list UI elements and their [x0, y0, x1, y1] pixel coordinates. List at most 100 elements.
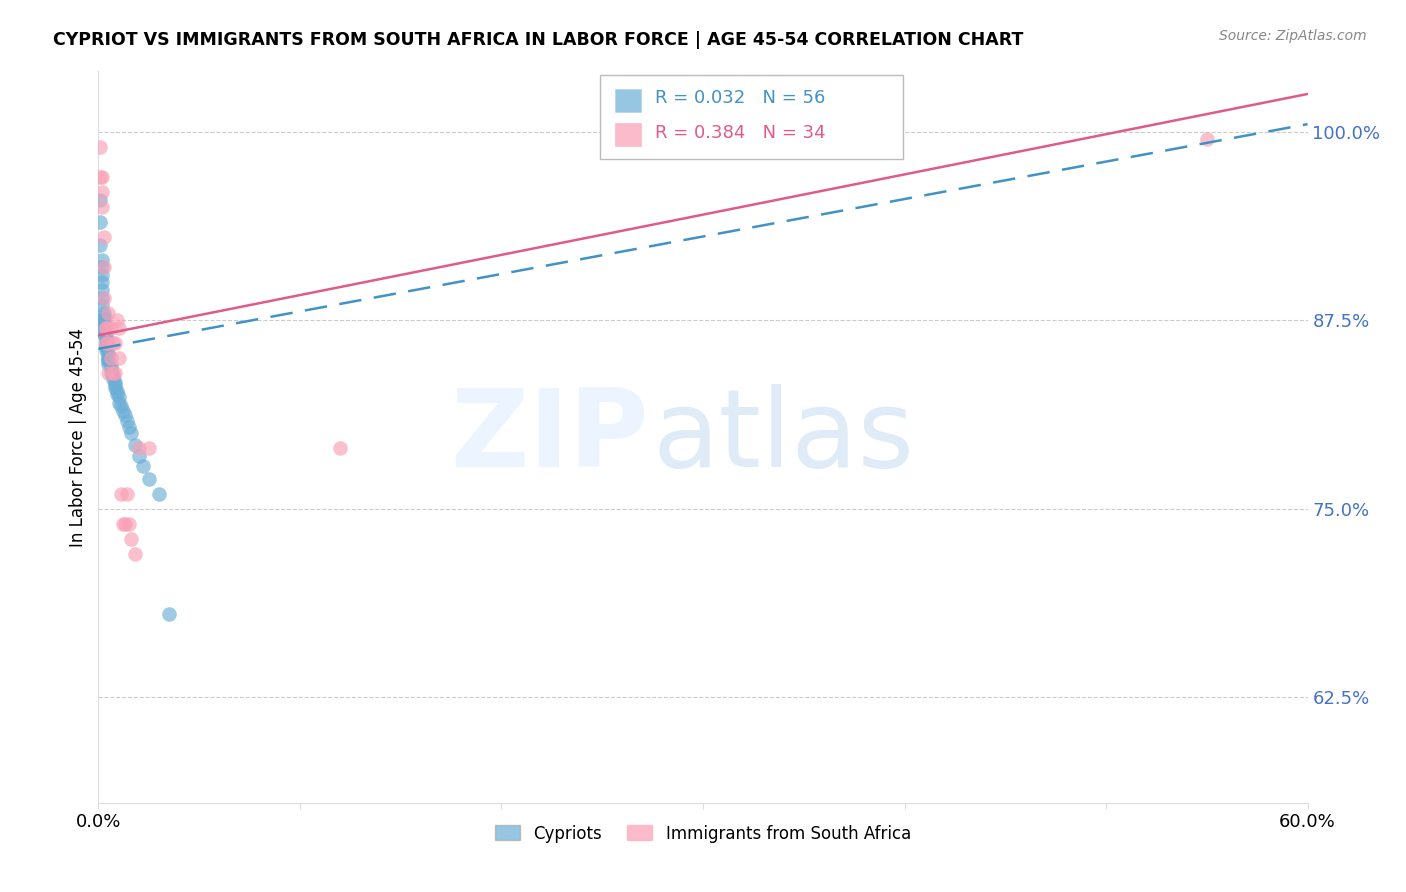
Point — [91, 260, 114, 275]
Text: CYPRIOT VS IMMIGRANTS FROM SOUTH AFRICA IN LABOR FORCE | AGE 45-54 CORRELATION C: CYPRIOT VS IMMIGRANTS FROM SOUTH AFRICA … — [53, 31, 1024, 49]
Point — [93, 260, 115, 275]
Point — [329, 442, 352, 456]
Point — [115, 486, 138, 500]
Y-axis label: In Labor Force | Age 45-54: In Labor Force | Age 45-54 — [69, 327, 87, 547]
Point — [103, 381, 125, 395]
Point — [110, 486, 132, 500]
Point — [96, 320, 118, 334]
Point — [91, 283, 114, 297]
Point — [91, 185, 114, 199]
FancyBboxPatch shape — [614, 89, 641, 112]
Point — [97, 348, 120, 362]
Point — [96, 331, 118, 345]
Point — [97, 352, 120, 367]
Text: R = 0.032   N = 56: R = 0.032 N = 56 — [655, 89, 825, 107]
Point — [96, 320, 118, 334]
Point — [93, 311, 115, 326]
Point — [103, 378, 125, 392]
Point — [96, 333, 118, 347]
Point — [96, 335, 118, 350]
Point — [100, 361, 122, 376]
Point — [101, 335, 124, 350]
Point — [93, 316, 115, 330]
Point — [97, 346, 120, 360]
Point — [101, 369, 124, 384]
Point — [91, 268, 114, 282]
Point — [132, 459, 155, 474]
Text: ZIP: ZIP — [450, 384, 648, 490]
Point — [138, 471, 160, 485]
Point — [105, 387, 128, 401]
Point — [101, 372, 124, 386]
Point — [100, 359, 122, 373]
Point — [93, 309, 115, 323]
Point — [93, 320, 115, 334]
Point — [93, 324, 115, 338]
Point — [96, 335, 118, 350]
Point — [114, 516, 136, 531]
Point — [105, 313, 128, 327]
Point — [157, 607, 180, 622]
Point — [91, 169, 114, 184]
Point — [91, 298, 114, 312]
Point — [89, 237, 111, 252]
FancyBboxPatch shape — [614, 123, 641, 146]
Point — [128, 442, 150, 456]
Point — [97, 357, 120, 371]
Text: Source: ZipAtlas.com: Source: ZipAtlas.com — [1219, 29, 1367, 43]
Point — [93, 313, 115, 327]
Point — [89, 169, 111, 184]
Point — [96, 340, 118, 354]
Point — [105, 384, 128, 398]
Point — [110, 399, 132, 413]
Point — [89, 140, 111, 154]
Point — [93, 306, 115, 320]
Point — [128, 449, 150, 463]
Point — [124, 438, 146, 452]
Point — [120, 532, 142, 546]
Point — [96, 328, 118, 343]
Point — [91, 291, 114, 305]
Point — [118, 420, 141, 434]
Point — [100, 320, 122, 334]
Point — [107, 396, 129, 410]
Point — [96, 343, 118, 358]
Point — [124, 547, 146, 561]
Point — [114, 408, 136, 422]
Point — [118, 516, 141, 531]
Point — [107, 351, 129, 365]
Text: atlas: atlas — [652, 384, 914, 490]
Point — [103, 335, 125, 350]
Point — [100, 366, 122, 380]
Point — [91, 200, 114, 214]
Point — [101, 366, 124, 380]
Point — [100, 351, 122, 365]
Point — [107, 320, 129, 334]
Point — [91, 276, 114, 290]
Text: R = 0.384   N = 34: R = 0.384 N = 34 — [655, 124, 825, 142]
Point — [93, 230, 115, 244]
Point — [89, 215, 111, 229]
Point — [93, 326, 115, 341]
Point — [103, 366, 125, 380]
Point — [97, 306, 120, 320]
Point — [97, 366, 120, 380]
FancyBboxPatch shape — [600, 75, 903, 159]
Point — [138, 442, 160, 456]
Point — [115, 414, 138, 428]
Point — [93, 291, 115, 305]
Legend: Cypriots, Immigrants from South Africa: Cypriots, Immigrants from South Africa — [488, 818, 918, 849]
Point — [97, 351, 120, 365]
Point — [120, 426, 142, 441]
Point — [97, 335, 120, 350]
Point — [111, 403, 134, 417]
Point — [91, 252, 114, 267]
Point — [148, 486, 170, 500]
Point — [107, 390, 129, 404]
Point — [103, 375, 125, 389]
Point — [96, 339, 118, 353]
Point — [93, 318, 115, 332]
Point — [111, 516, 134, 531]
Point — [1195, 132, 1218, 146]
Point — [97, 354, 120, 368]
